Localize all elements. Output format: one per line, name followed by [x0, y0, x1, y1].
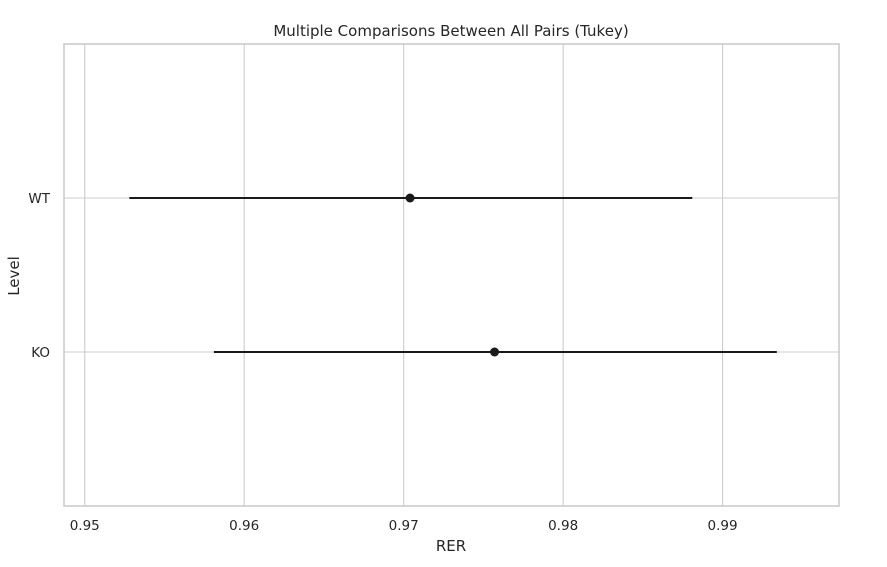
plot-frame — [63, 43, 840, 507]
x-tick-label: 0.96 — [229, 518, 259, 534]
marks-layer — [129, 193, 777, 357]
chart-title: Multiple Comparisons Between All Pairs (… — [273, 22, 628, 40]
ticks-layer: 0.95 0.96 0.97 0.98 0.99 WT KO — [28, 191, 737, 534]
mean-point-ko — [490, 347, 500, 357]
grid-layer — [64, 44, 839, 506]
x-axis-label: RER — [436, 537, 466, 555]
mean-point-wt — [405, 193, 415, 203]
x-tick-label: 0.95 — [70, 518, 100, 534]
x-tick-label: 0.97 — [389, 518, 419, 534]
y-tick-label: KO — [31, 345, 50, 361]
x-tick-label: 0.98 — [548, 518, 578, 534]
x-tick-label: 0.99 — [708, 518, 738, 534]
y-tick-label: WT — [28, 191, 50, 207]
y-axis-label: Level — [5, 256, 23, 296]
